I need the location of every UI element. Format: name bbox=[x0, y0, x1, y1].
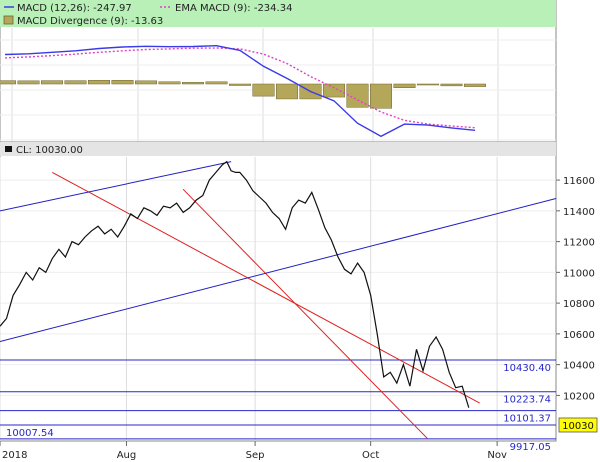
support-resistance-label: 9917.05 bbox=[510, 442, 551, 453]
last-price-marker: 10030 bbox=[558, 417, 598, 433]
macd-divergence-bar bbox=[464, 83, 486, 87]
macd-line bbox=[4, 44, 476, 138]
support-resistance-lines: 10430.40 10223.74 10101.37 10007.54 9917.05 bbox=[0, 359, 556, 453]
macd-divergence-bar bbox=[417, 83, 439, 86]
price-line bbox=[0, 160, 470, 408]
macd-divergence-bar bbox=[252, 83, 275, 97]
macd-divergence-bar bbox=[276, 83, 298, 100]
price-y-tick-label: 10600 bbox=[563, 330, 595, 341]
macd-divergence-bar bbox=[88, 80, 110, 85]
x-tick-label: Sep bbox=[246, 450, 265, 461]
time-x-axis: 2018 Aug Sep Oct Nov bbox=[0, 441, 507, 461]
macd-divergence-bar bbox=[229, 83, 251, 86]
macd-divergence-bar bbox=[0, 80, 16, 85]
legend-cl-swatch bbox=[5, 146, 12, 152]
legend-divergence-label: MACD Divergence (9): -13.63 bbox=[17, 16, 163, 27]
x-tick-label: Oct bbox=[362, 450, 379, 461]
macd-divergence-bar bbox=[393, 83, 416, 88]
macd-divergence-bar bbox=[346, 83, 369, 108]
macd-histogram bbox=[0, 80, 486, 109]
macd-divergence-bar bbox=[182, 82, 204, 85]
support-resistance-label: 10430.40 bbox=[503, 363, 551, 374]
macd-legend-bar bbox=[0, 0, 556, 27]
price-y-tick-label: 10200 bbox=[563, 391, 595, 402]
price-y-tick-label: 10400 bbox=[563, 361, 595, 372]
macd-divergence-bar bbox=[205, 81, 228, 85]
red-channel-line bbox=[182, 188, 428, 439]
support-resistance-label: 10007.54 bbox=[6, 428, 54, 439]
macd-divergence-bar bbox=[111, 80, 134, 85]
x-tick-label: Aug bbox=[117, 450, 137, 461]
price-y-gridlines bbox=[0, 179, 556, 396]
macd-divergence-bar bbox=[323, 83, 345, 98]
legend-macd-label: MACD (12,26): -247.97 bbox=[17, 3, 132, 14]
x-tick-label: 2018 bbox=[2, 450, 27, 461]
macd-divergence-bar bbox=[440, 83, 463, 87]
legend-divergence-swatch bbox=[3, 15, 14, 25]
price-y-tick-label: 11600 bbox=[563, 176, 595, 187]
x-tick-label: Nov bbox=[487, 450, 507, 461]
support-resistance-label: 10223.74 bbox=[503, 395, 551, 406]
macd-divergence-bar bbox=[135, 80, 157, 85]
legend-ema-label: EMA MACD (9): -234.34 bbox=[175, 3, 292, 14]
legend-cl-label: CL: 10030.00 bbox=[16, 145, 83, 156]
blue-trend-line bbox=[0, 198, 557, 343]
macd-divergence-bar bbox=[64, 80, 87, 85]
support-resistance-label: 10101.37 bbox=[503, 414, 551, 425]
price-y-axis: 10200 10400 10600 10800 11000 11200 11400 11600 bbox=[556, 176, 595, 402]
price-x-gridlines bbox=[0, 157, 498, 441]
price-y-tick-label: 11000 bbox=[563, 268, 595, 279]
price-legend-bar bbox=[0, 142, 556, 156]
price-panel: CL: 10030.00 10430.40 10223.74 10101.37 100… bbox=[0, 141, 598, 461]
trend-channel-lines bbox=[0, 161, 557, 439]
macd-panel: MACD (12,26): -247.97 EMA MACD (9): -234… bbox=[0, 0, 557, 143]
price-plot-frame bbox=[0, 141, 557, 442]
blue-trend-line bbox=[0, 161, 232, 212]
red-channel-line bbox=[52, 171, 480, 404]
last-price-box bbox=[558, 417, 598, 433]
price-y-tick-label: 11400 bbox=[563, 207, 595, 218]
macd-divergence-bar bbox=[17, 80, 40, 85]
macd-divergence-bar bbox=[41, 80, 63, 85]
last-price-label: 10030 bbox=[562, 421, 594, 432]
price-y-tick-label: 10800 bbox=[563, 299, 595, 310]
macd-divergence-bar bbox=[370, 83, 392, 109]
macd-divergence-bar bbox=[158, 81, 181, 85]
price-y-tick-label: 11200 bbox=[563, 238, 595, 249]
